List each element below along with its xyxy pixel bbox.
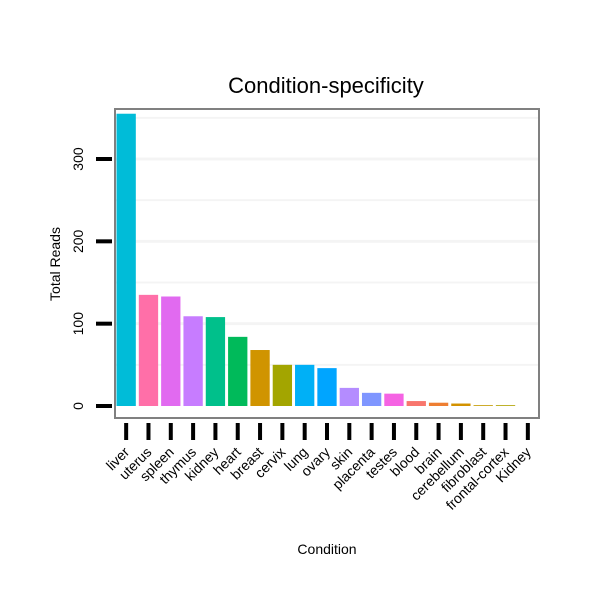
- plot-border: [114, 108, 540, 419]
- bars: [116, 113, 516, 406]
- bar-ovary: [317, 368, 337, 406]
- bar-brain: [428, 402, 449, 406]
- bar-cerebellum: [451, 403, 471, 406]
- bar-fibroblast: [473, 405, 493, 406]
- bar-kidney: [205, 317, 226, 406]
- bar-placenta: [361, 392, 382, 406]
- x-axis-title: Condition: [297, 541, 356, 557]
- bar-liver: [116, 113, 136, 406]
- y-axis: 0 100 200 300: [70, 147, 112, 410]
- bar-blood: [406, 401, 426, 406]
- bar-testes: [384, 393, 404, 406]
- bar-frontal-cortex: [495, 405, 516, 406]
- bar-spleen: [161, 296, 181, 406]
- bar-cervix: [272, 364, 293, 406]
- bar-uterus: [138, 294, 159, 406]
- bar-heart: [228, 336, 248, 406]
- x-axis: liveruterusspleenthymuskidneyheartbreast…: [103, 423, 534, 513]
- y-tick-label: 300: [70, 147, 86, 171]
- bar-breast: [250, 350, 270, 406]
- y-tick-label: 100: [70, 312, 86, 336]
- chart-title: Condition-specificity: [228, 73, 424, 98]
- bar-lung: [295, 364, 315, 406]
- bar-thymus: [183, 316, 203, 406]
- y-tick-label: 200: [70, 229, 86, 253]
- bar-skin: [339, 387, 359, 406]
- y-axis-title: Total Reads: [47, 227, 63, 301]
- y-tick-label: 0: [70, 402, 86, 410]
